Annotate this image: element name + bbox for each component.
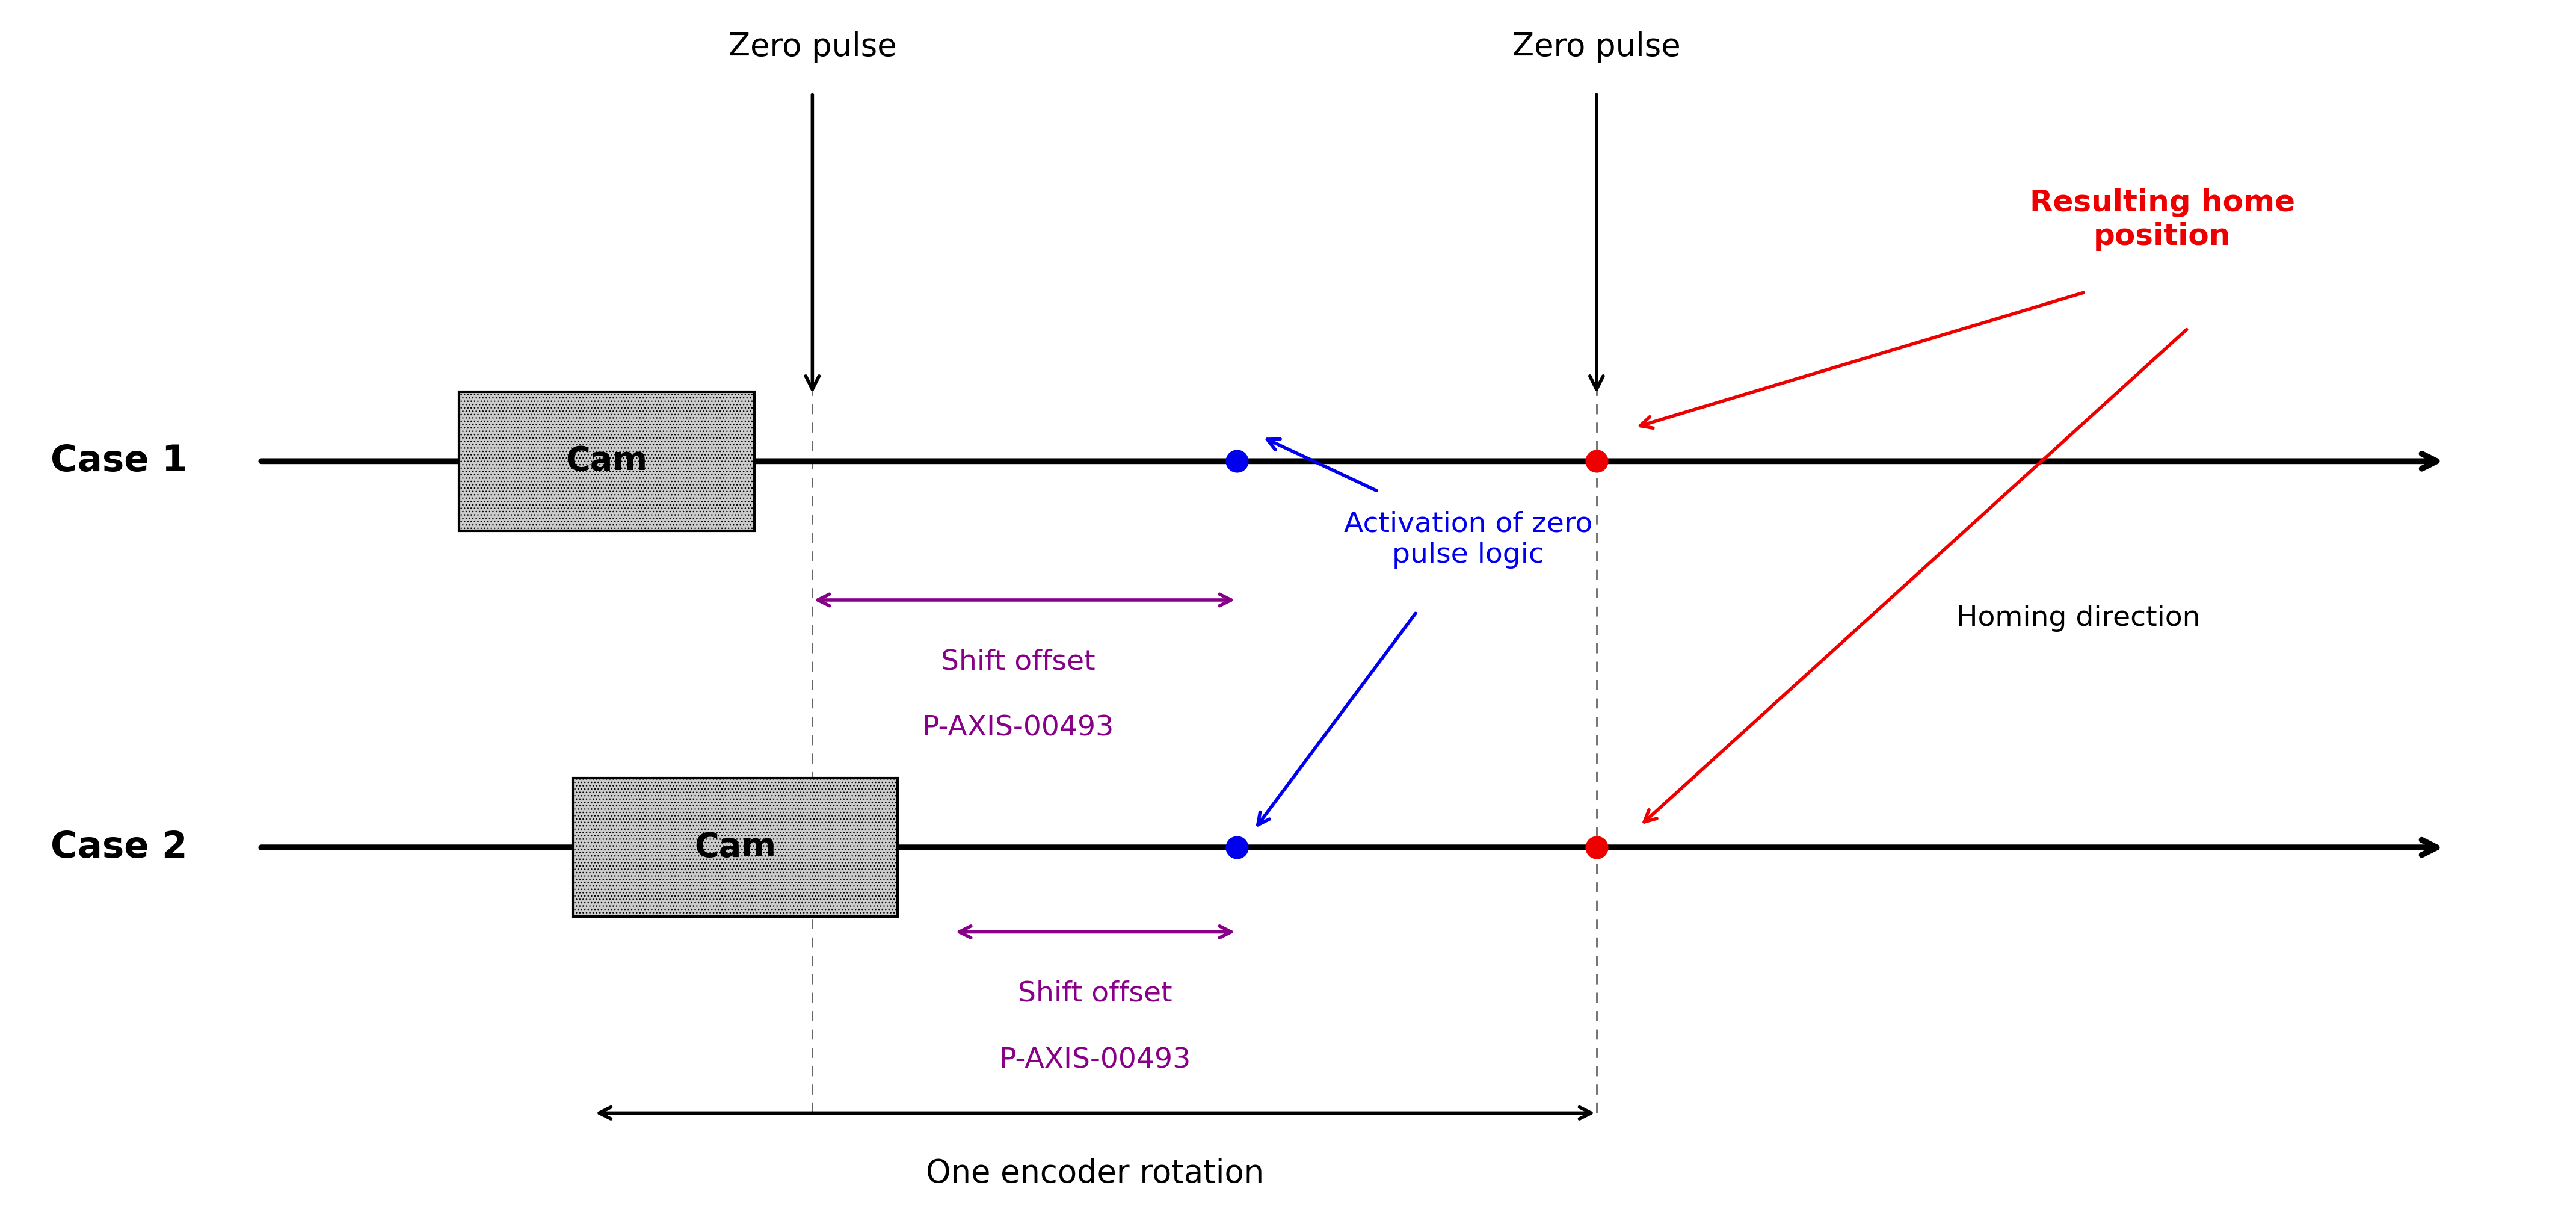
Text: Case 2: Case 2 bbox=[52, 830, 188, 865]
Text: Cam: Cam bbox=[696, 831, 775, 864]
FancyBboxPatch shape bbox=[572, 778, 899, 916]
Text: Shift offset: Shift offset bbox=[940, 648, 1095, 675]
Text: Cam: Cam bbox=[567, 445, 647, 478]
Point bbox=[1216, 837, 1257, 857]
Text: Case 1: Case 1 bbox=[52, 444, 188, 479]
Text: Zero pulse: Zero pulse bbox=[1512, 32, 1680, 63]
Text: Homing direction: Homing direction bbox=[1955, 605, 2200, 631]
FancyBboxPatch shape bbox=[459, 391, 755, 531]
Point bbox=[1216, 451, 1257, 470]
Text: Zero pulse: Zero pulse bbox=[729, 32, 896, 63]
Text: Shift offset: Shift offset bbox=[1018, 981, 1172, 1007]
Text: Resulting home
position: Resulting home position bbox=[2030, 189, 2295, 251]
Point bbox=[1577, 837, 1618, 857]
Text: Activation of zero
pulse logic: Activation of zero pulse logic bbox=[1345, 510, 1592, 568]
Text: P-AXIS-00493: P-AXIS-00493 bbox=[999, 1046, 1190, 1074]
Text: One encoder rotation: One encoder rotation bbox=[927, 1157, 1265, 1189]
Text: P-AXIS-00493: P-AXIS-00493 bbox=[922, 715, 1113, 742]
Point bbox=[1577, 451, 1618, 470]
